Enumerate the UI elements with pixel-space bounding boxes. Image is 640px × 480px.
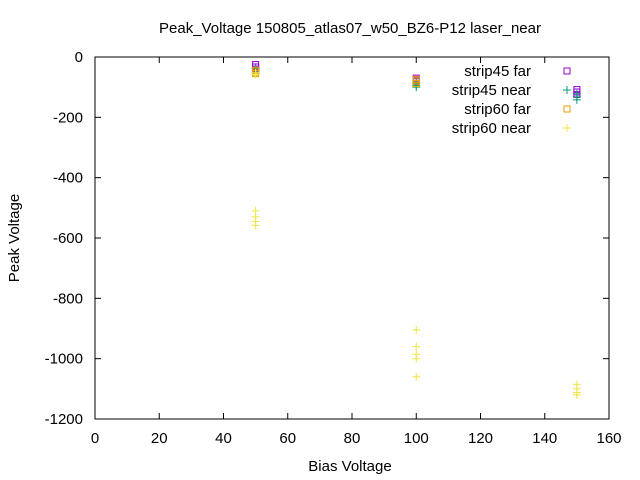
data-point: [412, 326, 421, 335]
data-point: [412, 80, 420, 88]
data-point: [412, 372, 421, 381]
y-tick-label: -800: [53, 290, 83, 307]
legend-marker: [563, 124, 571, 132]
data-point: [412, 342, 421, 351]
legend-marker: [563, 105, 571, 113]
legend-label: strip60 far: [464, 101, 531, 118]
y-tick-label: -1200: [45, 411, 83, 428]
legend: strip45 far strip45 near strip60 far strip6…: [452, 63, 571, 137]
y-axis-title: Peak Voltage: [6, 194, 23, 282]
data-point: [251, 70, 260, 79]
data-point: [412, 354, 421, 363]
y-tick-label: -600: [53, 230, 83, 247]
x-tick-label: 120: [468, 430, 493, 447]
x-tick-label: 140: [532, 430, 557, 447]
data-point: [251, 221, 260, 230]
data-points: [251, 61, 581, 399]
legend-marker: [563, 86, 571, 94]
y-tick-label: -1000: [45, 351, 83, 368]
plot-frame: [94, 56, 610, 420]
x-axis-title: Bias Voltage: [308, 458, 391, 475]
legend-label: strip45 far: [464, 63, 531, 80]
x-tick-label: 80: [344, 430, 361, 447]
x-tick-label: 20: [151, 430, 168, 447]
x-tick-label: 160: [596, 430, 621, 447]
legend-label: strip60 near: [452, 120, 531, 137]
data-point: [572, 390, 581, 399]
y-tick-label: -200: [53, 109, 83, 126]
y-tick-label: 0: [75, 49, 83, 66]
data-point: [572, 95, 581, 104]
axis-ticks: 0 20 40 60 80 100 120 140 160 0 -200 -400 -600 -800 -1…: [45, 49, 622, 447]
legend-label: strip45 near: [452, 82, 531, 99]
x-tick-label: 40: [215, 430, 232, 447]
x-tick-label: 100: [404, 430, 429, 447]
x-tick-label: 0: [91, 430, 99, 447]
chart-title: Peak_Voltage 150805_atlas07_w50_BZ6-P12 …: [159, 20, 541, 37]
x-tick-label: 60: [279, 430, 296, 447]
legend-marker: [563, 67, 571, 75]
y-tick-label: -400: [53, 170, 83, 187]
